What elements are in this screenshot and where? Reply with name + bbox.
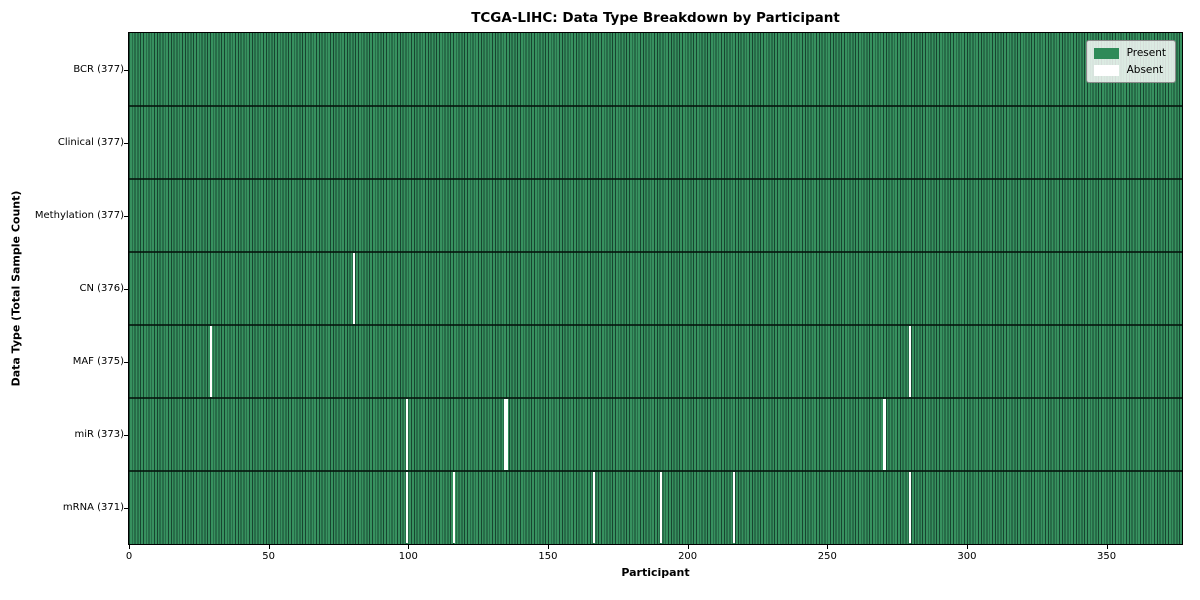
y-tick-label-BCR: BCR (377) bbox=[73, 63, 124, 75]
absent-bar-mRNA-216 bbox=[732, 472, 735, 543]
y-tick-mark bbox=[124, 215, 128, 217]
absent-bar-miR-99 bbox=[405, 399, 408, 470]
y-tick-label-Clinical: Clinical (377) bbox=[57, 136, 124, 148]
row-boundary-line bbox=[129, 324, 1182, 326]
row-boundary-line bbox=[129, 397, 1182, 399]
absent-bar-miR-134 bbox=[503, 399, 506, 470]
x-tick-mark bbox=[687, 545, 689, 549]
absent-bar-MAF-29 bbox=[210, 326, 213, 397]
absent-bar-CN-80 bbox=[352, 253, 355, 324]
chart-title: TCGA-LIHC: Data Type Breakdown by Partic… bbox=[471, 10, 840, 26]
y-tick-mark bbox=[124, 142, 128, 144]
y-tick-mark bbox=[124, 507, 128, 509]
legend-item-absent: Absent bbox=[1093, 64, 1166, 76]
y-tick-label-Methylation: Methylation (377) bbox=[34, 209, 124, 221]
x-tick-label: 350 bbox=[1097, 551, 1117, 562]
x-tick-mark bbox=[408, 545, 410, 549]
x-tick-mark bbox=[129, 545, 130, 549]
row-boundary-line bbox=[129, 251, 1182, 253]
legend-item-present: Present bbox=[1093, 47, 1166, 59]
y-tick-mark bbox=[124, 434, 128, 436]
legend-label: Absent bbox=[1126, 64, 1164, 76]
x-tick-label: 100 bbox=[398, 551, 418, 562]
x-tick-label: 150 bbox=[538, 551, 558, 562]
x-tick-label: 250 bbox=[817, 551, 837, 562]
y-tick-label-miR: miR (373) bbox=[74, 428, 124, 440]
y-tick-label-mRNA: mRNA (371) bbox=[62, 501, 124, 513]
absent-bar-miR-135 bbox=[506, 399, 509, 470]
x-tick-mark bbox=[1106, 545, 1108, 549]
x-tick-label: 300 bbox=[957, 551, 977, 562]
absent-bar-mRNA-279 bbox=[908, 472, 911, 543]
x-tick-mark bbox=[547, 545, 549, 549]
x-axis-label: Participant bbox=[621, 566, 690, 579]
legend-label: Present bbox=[1126, 47, 1166, 59]
absent-bar-mRNA-190 bbox=[660, 472, 663, 543]
absent-bar-mRNA-99 bbox=[405, 472, 408, 543]
absent-bar-miR-270 bbox=[883, 399, 886, 470]
x-tick-mark bbox=[966, 545, 968, 549]
x-tick-label: 0 bbox=[125, 551, 133, 562]
x-tick-label: 200 bbox=[678, 551, 698, 562]
plot-area: Present Absent bbox=[128, 32, 1183, 545]
y-tick-mark bbox=[124, 69, 128, 71]
legend-swatch-absent bbox=[1093, 64, 1119, 76]
legend: Present Absent bbox=[1085, 40, 1176, 83]
x-tick-mark bbox=[268, 545, 270, 549]
x-tick-mark bbox=[827, 545, 829, 549]
y-tick-mark bbox=[124, 361, 128, 363]
y-tick-mark bbox=[124, 288, 128, 290]
absent-bar-MAF-279 bbox=[908, 326, 911, 397]
y-tick-label-MAF: MAF (375) bbox=[72, 355, 124, 367]
legend-swatch-present bbox=[1093, 47, 1119, 59]
row-boundary-line bbox=[129, 105, 1182, 107]
y-tick-label-CN: CN (376) bbox=[79, 282, 124, 294]
row-boundary-line bbox=[129, 178, 1182, 180]
x-tick-label: 50 bbox=[262, 551, 275, 562]
absent-bar-mRNA-166 bbox=[593, 472, 596, 543]
absent-bar-mRNA-116 bbox=[453, 472, 456, 543]
row-boundary-line bbox=[129, 470, 1182, 472]
